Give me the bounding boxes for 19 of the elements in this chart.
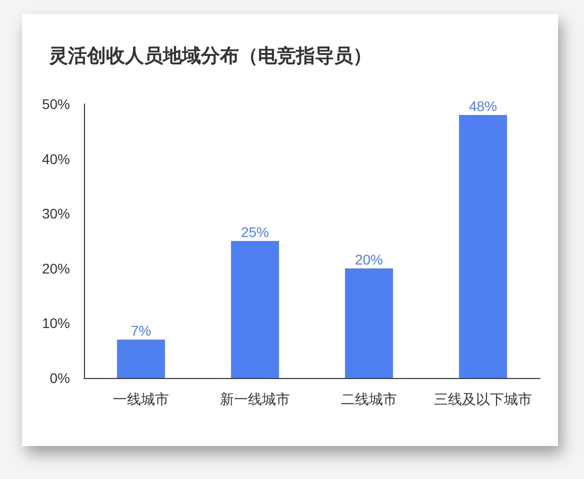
- x-tick-label: 新一线城市: [220, 391, 290, 407]
- bar: [231, 241, 279, 378]
- data-label: 7%: [130, 322, 152, 339]
- x-tick-label: 一线城市: [113, 391, 169, 407]
- bar: [459, 114, 507, 378]
- x-tick-label: 二线城市: [341, 391, 397, 407]
- data-label: 20%: [354, 251, 384, 268]
- y-tick-label: 0%: [50, 370, 70, 386]
- data-label: 48%: [468, 98, 498, 114]
- bar: [117, 340, 165, 378]
- x-tick-label: 三线及以下城市: [434, 391, 532, 407]
- y-tick-label: 40%: [42, 150, 70, 167]
- y-tick-label: 50%: [42, 96, 70, 112]
- bar: [345, 268, 393, 378]
- y-tick-label: 10%: [42, 315, 70, 332]
- y-tick-label: 20%: [42, 260, 70, 276]
- chart-title: 灵活创收人员地域分布（电竞指导员）: [49, 45, 372, 67]
- y-tick-label: 30%: [42, 206, 70, 222]
- data-label: 25%: [240, 224, 270, 240]
